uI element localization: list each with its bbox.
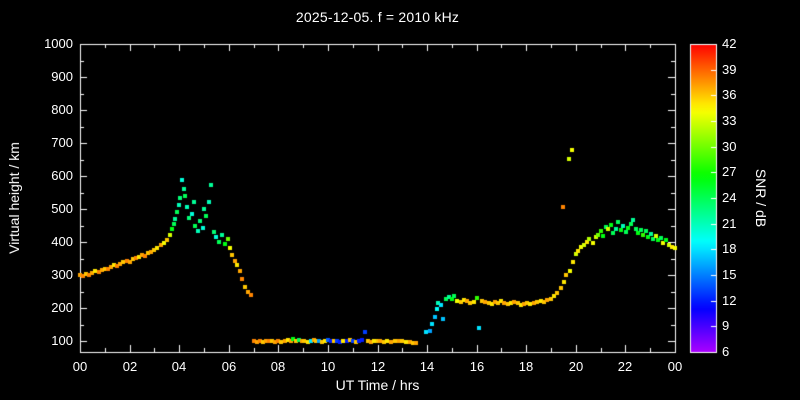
colorbar-tick-label: 18 bbox=[722, 241, 737, 256]
x-tick-label: 04 bbox=[171, 359, 187, 374]
colorbar-tick-label: 33 bbox=[722, 113, 737, 128]
x-tick-label: 12 bbox=[370, 359, 386, 374]
x-tick-label: 18 bbox=[518, 359, 534, 374]
x-tick-label: 06 bbox=[221, 359, 237, 374]
y-tick-label: 800 bbox=[51, 102, 73, 117]
colorbar-tick-label: 21 bbox=[722, 216, 737, 231]
plot-title: 2025-12-05. f = 2010 kHz bbox=[295, 9, 460, 25]
x-tick-label: 00 bbox=[72, 359, 88, 374]
x-axis-label: UT Time / hrs bbox=[335, 377, 420, 393]
y-tick-label: 200 bbox=[51, 300, 73, 315]
y-tick-label: 300 bbox=[51, 267, 73, 282]
x-tick-label: 00 bbox=[667, 359, 683, 374]
y-tick-label: 100 bbox=[51, 333, 73, 348]
y-tick-label: 600 bbox=[51, 168, 73, 183]
x-tick-label: 16 bbox=[469, 359, 485, 374]
x-tick-label: 02 bbox=[122, 359, 138, 374]
colorbar-tick-label: 15 bbox=[722, 267, 737, 282]
colorbar-tick-label: 27 bbox=[722, 164, 737, 179]
y-tick-label: 400 bbox=[51, 234, 73, 249]
x-tick-label: 20 bbox=[568, 359, 584, 374]
colorbar-tick-label: 39 bbox=[722, 62, 737, 77]
colorbar-tick-label: 36 bbox=[722, 87, 737, 102]
colorbar-tick-label: 24 bbox=[722, 190, 737, 205]
colorbar-tick-label: 12 bbox=[722, 293, 737, 308]
y-tick-label: 1000 bbox=[44, 36, 73, 51]
y-tick-label: 500 bbox=[51, 201, 73, 216]
x-tick-label: 14 bbox=[419, 359, 435, 374]
colorbar-tick-label: 9 bbox=[722, 318, 730, 333]
colorbar-label: SNR / dB bbox=[753, 168, 769, 228]
colorbar-tick-label: 6 bbox=[722, 344, 730, 359]
x-tick-label: 08 bbox=[270, 359, 286, 374]
y-tick-label: 900 bbox=[51, 69, 73, 84]
y-tick-label: 700 bbox=[51, 135, 73, 150]
colorbar-tick-label: 42 bbox=[722, 36, 737, 51]
colorbar-tick-label: 30 bbox=[722, 139, 737, 154]
y-axis-label: Virtual height / km bbox=[6, 142, 22, 254]
x-tick-label: 10 bbox=[320, 359, 336, 374]
x-tick-label: 22 bbox=[617, 359, 633, 374]
